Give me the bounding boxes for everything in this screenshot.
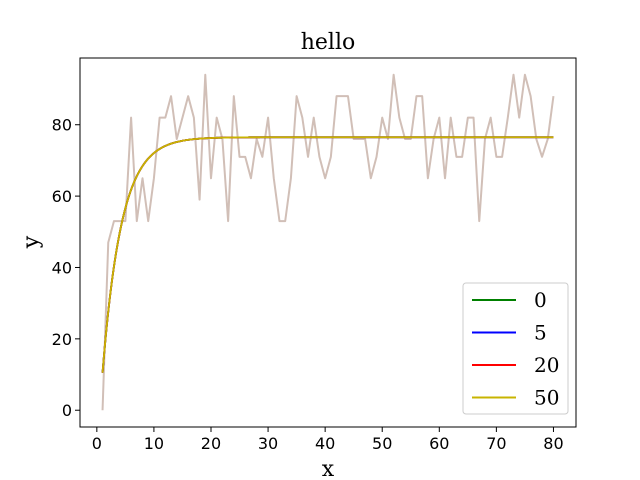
legend: 0 5 20 50	[462, 282, 569, 415]
raw-data-line	[101, 73, 555, 411]
legend-box	[462, 282, 569, 415]
legend-label-0: 0	[534, 288, 547, 312]
y-tick-label: 0	[62, 401, 72, 420]
legend-label-50: 50	[534, 386, 559, 410]
y-tick-label: 20	[52, 330, 72, 349]
x-tick-label: 70	[486, 434, 506, 453]
x-tick-label: 0	[92, 434, 102, 453]
y-tick-label: 80	[52, 116, 72, 135]
x-tick-label: 20	[201, 434, 221, 453]
x-tick-label: 60	[429, 434, 449, 453]
x-tick-label: 50	[372, 434, 392, 453]
x-tick-label: 40	[315, 434, 335, 453]
legend-label-20: 20	[534, 353, 559, 377]
y-tick-label: 60	[52, 187, 72, 206]
x-tick-label: 10	[144, 434, 164, 453]
legend-label-5: 5	[534, 321, 547, 345]
chart-title: hello	[301, 30, 356, 55]
x-axis-label: x	[322, 457, 335, 480]
x-tick-label: 30	[258, 434, 278, 453]
x-tick-label: 80	[543, 434, 563, 453]
y-tick-label: 40	[52, 258, 72, 277]
plot-frame	[79, 57, 577, 428]
y-axis-label: y	[19, 235, 44, 249]
series-line-50	[101, 136, 554, 373]
